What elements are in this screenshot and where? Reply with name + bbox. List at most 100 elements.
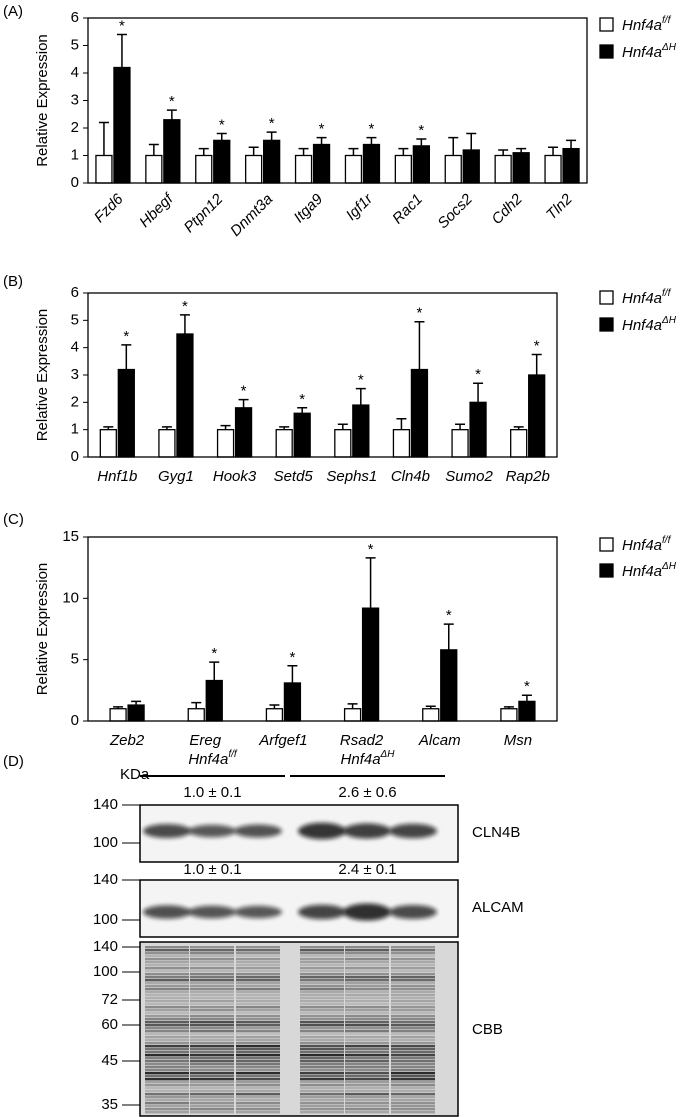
- gel-stripe: [145, 1015, 189, 1018]
- gel-stripe: [300, 985, 344, 988]
- gel-stripe: [236, 1048, 280, 1051]
- gel-stripe: [391, 1039, 435, 1042]
- bar: [362, 143, 381, 184]
- gel-stripe: [391, 1030, 435, 1033]
- gel-stripe: [190, 1030, 234, 1033]
- gel-stripe: [300, 976, 344, 979]
- gel-stripe: [236, 979, 280, 982]
- gel-stripe: [300, 946, 344, 949]
- gel-stripe: [145, 1108, 189, 1111]
- gel-stripe: [145, 1039, 189, 1042]
- gel-stripe: [391, 1000, 435, 1003]
- error-bar: [425, 705, 436, 709]
- gel-stripe: [236, 967, 280, 970]
- gel-stripe: [145, 1051, 189, 1054]
- quantification: 1.0 ± 0.1: [183, 861, 241, 878]
- bar: [109, 708, 127, 722]
- gel-stripe: [345, 1069, 389, 1072]
- error-bar: [103, 426, 114, 430]
- x-tick-label: Socs2: [434, 190, 476, 232]
- gel-stripe: [345, 1012, 389, 1015]
- significance-marker: *: [417, 305, 423, 322]
- bar: [293, 412, 311, 458]
- gel-stripe: [236, 1018, 280, 1021]
- gel-stripe: [190, 970, 234, 973]
- gel-stripe: [145, 1027, 189, 1030]
- gel-stripe: [236, 1057, 280, 1060]
- error-bar: [443, 623, 454, 650]
- legend-swatch: [599, 317, 614, 332]
- error-bar: [498, 149, 509, 156]
- gel-stripe: [145, 1111, 189, 1114]
- gel-stripe: [236, 958, 280, 961]
- legend-label-main: Hnf4a: [622, 563, 662, 580]
- gel-stripe: [345, 1045, 389, 1048]
- gel-stripe: [345, 979, 389, 982]
- blot-band: [298, 822, 346, 840]
- gel-stripe: [236, 985, 280, 988]
- error-bar: [414, 320, 425, 370]
- gel-stripe: [236, 1090, 280, 1093]
- gel-stripe: [145, 991, 189, 994]
- gel-stripe: [300, 1066, 344, 1069]
- gel-stripe: [190, 949, 234, 952]
- gel-stripe: [345, 1042, 389, 1045]
- gel-stripe: [236, 1063, 280, 1066]
- gel-stripe: [190, 997, 234, 1000]
- gel-stripe: [145, 988, 189, 991]
- gel-stripe: [190, 1099, 234, 1102]
- bar: [392, 429, 411, 458]
- gel-stripe: [345, 1030, 389, 1033]
- gel-stripe: [345, 1060, 389, 1063]
- gel-stripe: [145, 1072, 189, 1075]
- gel-stripe: [345, 1102, 389, 1105]
- gel-stripe: [190, 973, 234, 976]
- gel-stripe: [345, 946, 389, 949]
- gel-stripe: [236, 1078, 280, 1081]
- gel-stripe: [300, 1003, 344, 1006]
- significance-marker: *: [211, 645, 217, 662]
- gel-stripe: [300, 1027, 344, 1030]
- y-tick-label: 15: [62, 528, 79, 545]
- gel-stripe: [300, 1000, 344, 1003]
- gel-stripe: [391, 964, 435, 967]
- gel-stripe: [236, 991, 280, 994]
- gel-stripe: [236, 1012, 280, 1015]
- error-bar: [448, 136, 459, 156]
- bar: [512, 152, 530, 184]
- gel-stripe: [345, 1057, 389, 1060]
- x-tick-label: Zeb2: [109, 732, 145, 749]
- gel-stripe: [300, 1015, 344, 1018]
- gel-stripe: [300, 1063, 344, 1066]
- x-tick-label: Hbegf: [136, 189, 178, 231]
- gel-stripe: [145, 1003, 189, 1006]
- error-bar: [566, 139, 577, 149]
- gel-stripe: [190, 994, 234, 997]
- gel-stripe: [236, 1084, 280, 1087]
- x-tick-label: Rap2b: [506, 468, 550, 485]
- gel-stripe: [345, 1024, 389, 1027]
- gel-stripe: [190, 1054, 234, 1057]
- group-label-main: Hnf4a: [188, 751, 228, 768]
- error-bar: [316, 136, 327, 145]
- gel-stripe: [300, 1072, 344, 1075]
- gel-stripe: [190, 1048, 234, 1051]
- gel-stripe: [345, 1099, 389, 1102]
- gel-stripe: [300, 1033, 344, 1036]
- error-bar: [355, 387, 366, 406]
- gel-stripe: [145, 1066, 189, 1069]
- blot-band: [143, 905, 191, 919]
- marker-label: 100: [93, 963, 118, 980]
- error-bar: [238, 398, 249, 408]
- gel-stripe: [190, 1042, 234, 1045]
- gel-stripe: [300, 1096, 344, 1099]
- gel-stripe: [190, 979, 234, 982]
- gel-stripe: [345, 1048, 389, 1051]
- bar: [528, 374, 546, 458]
- gel-stripe: [345, 1051, 389, 1054]
- error-bar: [297, 407, 308, 414]
- y-tick-label: 1: [71, 421, 79, 438]
- gel-stripe: [190, 1069, 234, 1072]
- bar: [205, 679, 223, 722]
